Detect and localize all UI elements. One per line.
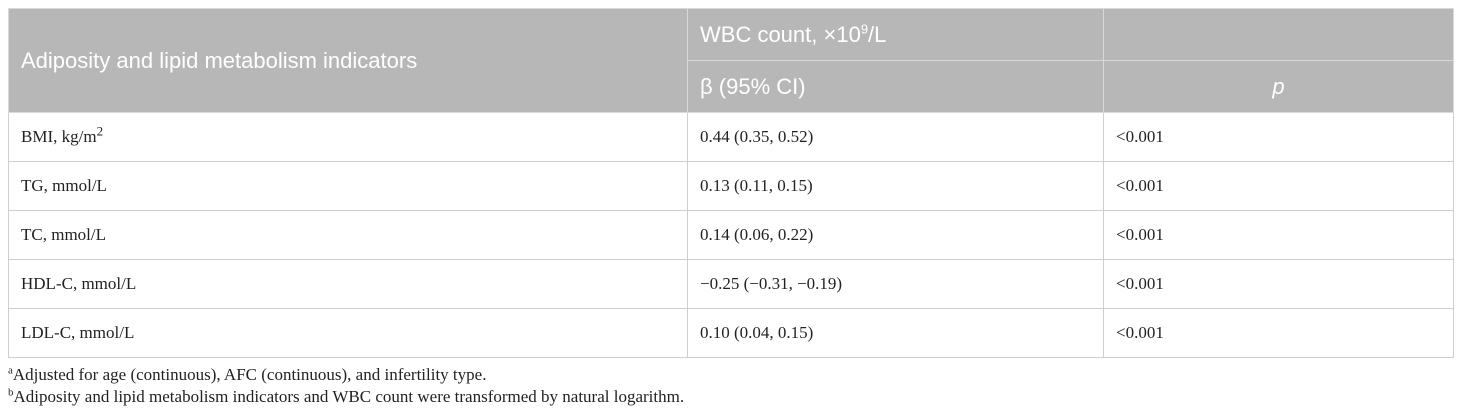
table-row: TC, mmol/L 0.14 (0.06, 0.22) <0.001 xyxy=(8,210,1454,260)
p-value-cell: <0.001 xyxy=(1103,259,1454,309)
wbc-header-unit: /L xyxy=(868,21,887,47)
header-empty-cell xyxy=(1103,8,1454,61)
p-column-header: p xyxy=(1103,60,1454,113)
table-row: LDL-C, mmol/L 0.10 (0.04, 0.15) <0.001 xyxy=(8,308,1454,358)
table-row: TG, mmol/L 0.13 (0.11, 0.15) <0.001 xyxy=(8,161,1454,211)
beta-cell: 0.13 (0.11, 0.15) xyxy=(687,161,1104,211)
wbc-header-exponent: 9 xyxy=(860,21,869,37)
indicator-column-header: Adiposity and lipid metabolism indicator… xyxy=(8,8,688,113)
row-label: LDL-C, mmol/L xyxy=(8,308,688,358)
table-row: HDL-C, mmol/L −0.25 (−0.31, −0.19) <0.00… xyxy=(8,259,1454,309)
footnote: bAdiposity and lipid metabolism indicato… xyxy=(8,386,684,408)
footnote: aAdjusted for age (continuous), AFC (con… xyxy=(8,364,684,386)
table-header: Adiposity and lipid metabolism indicator… xyxy=(8,8,1454,113)
beta-cell: 0.14 (0.06, 0.22) xyxy=(687,210,1104,260)
row-label: HDL-C, mmol/L xyxy=(8,259,688,309)
footnote-text: Adiposity and lipid metabolism indicator… xyxy=(13,387,685,406)
p-value-cell: <0.001 xyxy=(1103,308,1454,358)
p-value-cell: <0.001 xyxy=(1103,210,1454,260)
beta-cell: 0.10 (0.04, 0.15) xyxy=(687,308,1104,358)
footnote-mark: b xyxy=(8,386,14,399)
row-label-text: BMI, kg/m xyxy=(21,127,97,146)
footnote-text: Adjusted for age (continuous), AFC (cont… xyxy=(12,365,487,384)
row-label: TC, mmol/L xyxy=(8,210,688,260)
table-footnotes: aAdjusted for age (continuous), AFC (con… xyxy=(8,364,684,408)
table-row: BMI, kg/m2 0.44 (0.35, 0.52) <0.001 xyxy=(8,112,1454,162)
footnote-mark: a xyxy=(8,364,13,377)
results-table: Adiposity and lipid metabolism indicator… xyxy=(8,8,1454,358)
beta-column-header: β (95% CI) xyxy=(687,60,1104,113)
row-label-superscript: 2 xyxy=(96,123,104,139)
p-value-cell: <0.001 xyxy=(1103,161,1454,211)
row-label: BMI, kg/m2 xyxy=(8,112,688,162)
beta-cell: 0.44 (0.35, 0.52) xyxy=(687,112,1104,162)
wbc-header-text: WBC count, ×10 xyxy=(700,21,861,47)
wbc-column-header: WBC count, ×109/L xyxy=(687,8,1104,61)
beta-cell: −0.25 (−0.31, −0.19) xyxy=(687,259,1104,309)
p-value-cell: <0.001 xyxy=(1103,112,1454,162)
table-body: BMI, kg/m2 0.44 (0.35, 0.52) <0.001 TG, … xyxy=(8,112,1454,358)
row-label: TG, mmol/L xyxy=(8,161,688,211)
